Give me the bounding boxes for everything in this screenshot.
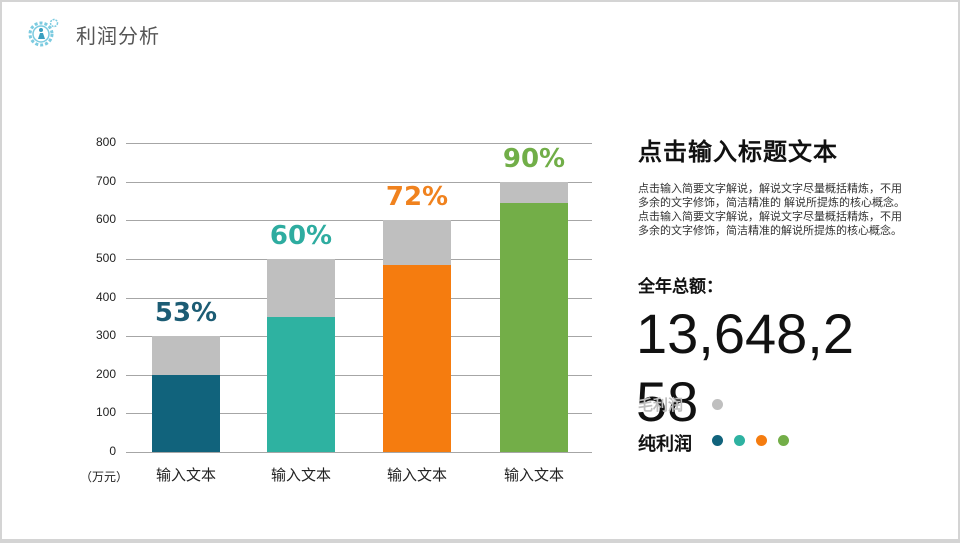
bar-net-segment — [383, 265, 451, 452]
bar — [267, 258, 335, 452]
bar-percent-label: 90% — [502, 143, 566, 174]
y-tick-label: 200 — [95, 366, 116, 381]
x-category-label: 输入文本 — [386, 467, 447, 484]
legend-gross-profit: 毛利润 — [638, 397, 684, 414]
y-tick-label: 700 — [95, 173, 116, 188]
gridline — [126, 297, 592, 299]
bar-percent-label: 72% — [385, 182, 449, 213]
y-tick-label: 600 — [95, 212, 116, 227]
y-tick-label: 500 — [95, 250, 116, 265]
gridline — [126, 258, 592, 260]
gridline — [126, 220, 592, 222]
gridline — [126, 452, 592, 453]
y-tick-label: 300 — [95, 328, 116, 343]
bar-percent-label: 53% — [154, 298, 218, 329]
y-tick-label: 0 — [109, 444, 116, 458]
gridline — [126, 143, 592, 144]
gear-person-icon — [28, 18, 59, 47]
legend-dot-net — [734, 435, 745, 446]
gridline — [126, 413, 592, 415]
bar — [152, 336, 220, 452]
legend-dot-net — [778, 435, 789, 446]
legend-dot-net — [712, 435, 723, 446]
bar-percent-label: 60% — [269, 220, 333, 251]
profit-bar-chart: 0 100 200 300 400 500 600 700 800 53% 输入文本 60% 输入文本 7… — [95, 135, 592, 484]
x-category-label: 输入文本 — [503, 467, 564, 484]
side-description: 点击输入简要文字解说，解说文字尽量概括精炼，不用多余的文字修饰，简洁精准的 解说… — [638, 183, 906, 237]
annual-total-label: 全年总额： — [638, 277, 723, 296]
legend-dot-net — [756, 435, 767, 446]
legend-net-profit: 纯利润 — [638, 434, 692, 454]
page-title: 利润分析 — [76, 26, 160, 48]
side-title: 点击输入标题文本 — [638, 139, 838, 166]
y-axis-unit-label: （万元） — [80, 470, 129, 484]
y-tick-label: 400 — [95, 289, 116, 304]
x-category-label: 输入文本 — [155, 467, 216, 484]
gridline — [126, 336, 592, 338]
bar — [500, 181, 568, 452]
bar-net-segment — [267, 316, 335, 452]
y-tick-label: 100 — [95, 405, 116, 420]
bar-net-segment — [152, 374, 220, 452]
annual-total-value: 13,648,258 — [636, 302, 854, 433]
gridline — [126, 181, 592, 183]
gridline — [126, 374, 592, 376]
legend-dot-gross — [712, 399, 723, 410]
bar-net-segment — [500, 202, 568, 452]
bar — [383, 220, 451, 452]
y-tick-label: 800 — [95, 135, 116, 149]
x-category-label: 输入文本 — [270, 467, 331, 484]
